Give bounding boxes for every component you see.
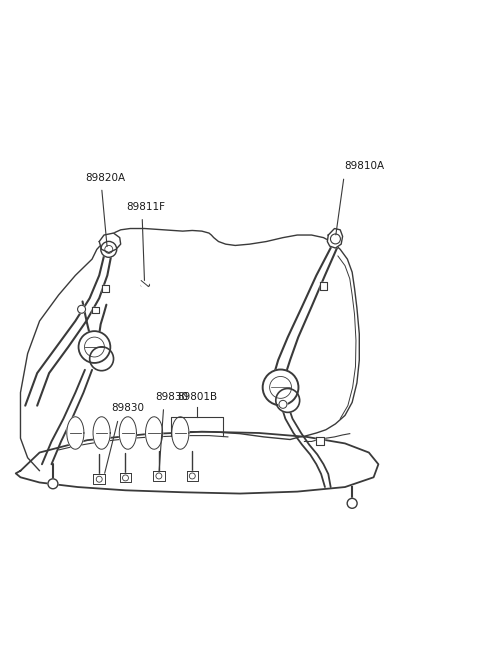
Polygon shape xyxy=(92,307,99,313)
Circle shape xyxy=(90,347,114,371)
Circle shape xyxy=(48,479,58,489)
Text: 89801B: 89801B xyxy=(177,392,217,402)
Circle shape xyxy=(79,331,110,363)
Polygon shape xyxy=(316,437,324,445)
Circle shape xyxy=(263,369,299,405)
Circle shape xyxy=(96,476,102,482)
Circle shape xyxy=(156,473,162,479)
Circle shape xyxy=(122,475,129,481)
Circle shape xyxy=(189,473,195,479)
Polygon shape xyxy=(320,282,327,290)
Circle shape xyxy=(78,305,85,313)
Circle shape xyxy=(347,498,357,508)
Polygon shape xyxy=(145,417,163,449)
Polygon shape xyxy=(120,417,136,449)
Circle shape xyxy=(84,337,104,357)
Text: 89811F: 89811F xyxy=(126,202,166,212)
Polygon shape xyxy=(172,417,189,449)
Circle shape xyxy=(276,388,300,413)
Text: 89830: 89830 xyxy=(111,403,144,413)
Polygon shape xyxy=(16,432,378,494)
Polygon shape xyxy=(327,229,343,248)
Circle shape xyxy=(279,400,287,408)
Text: 89810A: 89810A xyxy=(344,161,384,171)
Polygon shape xyxy=(187,471,198,481)
Polygon shape xyxy=(94,474,105,484)
Polygon shape xyxy=(99,233,120,253)
Polygon shape xyxy=(120,473,131,483)
Polygon shape xyxy=(93,417,110,449)
Polygon shape xyxy=(102,285,109,291)
Circle shape xyxy=(101,242,117,257)
Polygon shape xyxy=(153,471,165,481)
Circle shape xyxy=(270,377,291,398)
Text: 89830: 89830 xyxy=(155,392,188,402)
Circle shape xyxy=(330,234,340,244)
Polygon shape xyxy=(67,417,84,449)
Text: 89820A: 89820A xyxy=(85,173,125,183)
Circle shape xyxy=(141,279,148,287)
